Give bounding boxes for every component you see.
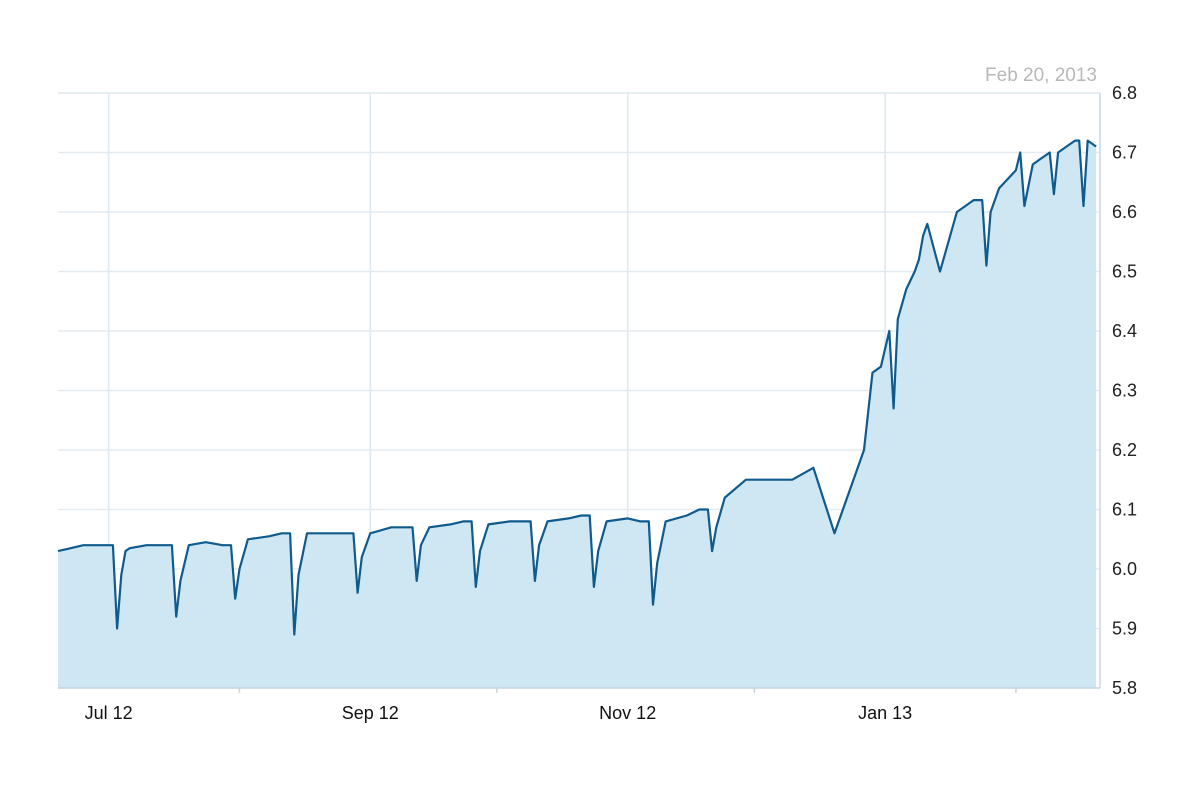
y-tick-label: 6.7 xyxy=(1112,143,1137,163)
y-tick-label: 6.2 xyxy=(1112,440,1137,460)
x-tick-label: Jan 13 xyxy=(858,703,912,723)
y-axis-labels: 6.8 6.7 6.6 6.5 6.4 6.3 6.2 6.1 6.0 5.9 5.8 xyxy=(1112,83,1137,698)
x-tick-label: Sep 12 xyxy=(342,703,399,723)
y-tick-label: 6.6 xyxy=(1112,202,1137,222)
y-tick-label: 6.8 xyxy=(1112,83,1137,103)
y-tick-label: 6.0 xyxy=(1112,559,1137,579)
y-tick-label: 5.9 xyxy=(1112,619,1137,639)
y-tick-label: 6.1 xyxy=(1112,500,1137,520)
x-axis-labels: Jul 12 Sep 12 Nov 12 Jan 13 xyxy=(85,703,913,723)
y-tick-label: 5.8 xyxy=(1112,678,1137,698)
current-date-label: Feb 20, 2013 xyxy=(985,65,1097,86)
y-tick-label: 6.4 xyxy=(1112,321,1137,341)
x-tick-label: Nov 12 xyxy=(599,703,656,723)
y-tick-label: 6.5 xyxy=(1112,262,1137,282)
series-line xyxy=(57,139,1097,636)
y-tick-label: 6.3 xyxy=(1112,381,1137,401)
series-area-fill xyxy=(58,140,1097,689)
x-tick-label: Jul 12 xyxy=(85,703,133,723)
